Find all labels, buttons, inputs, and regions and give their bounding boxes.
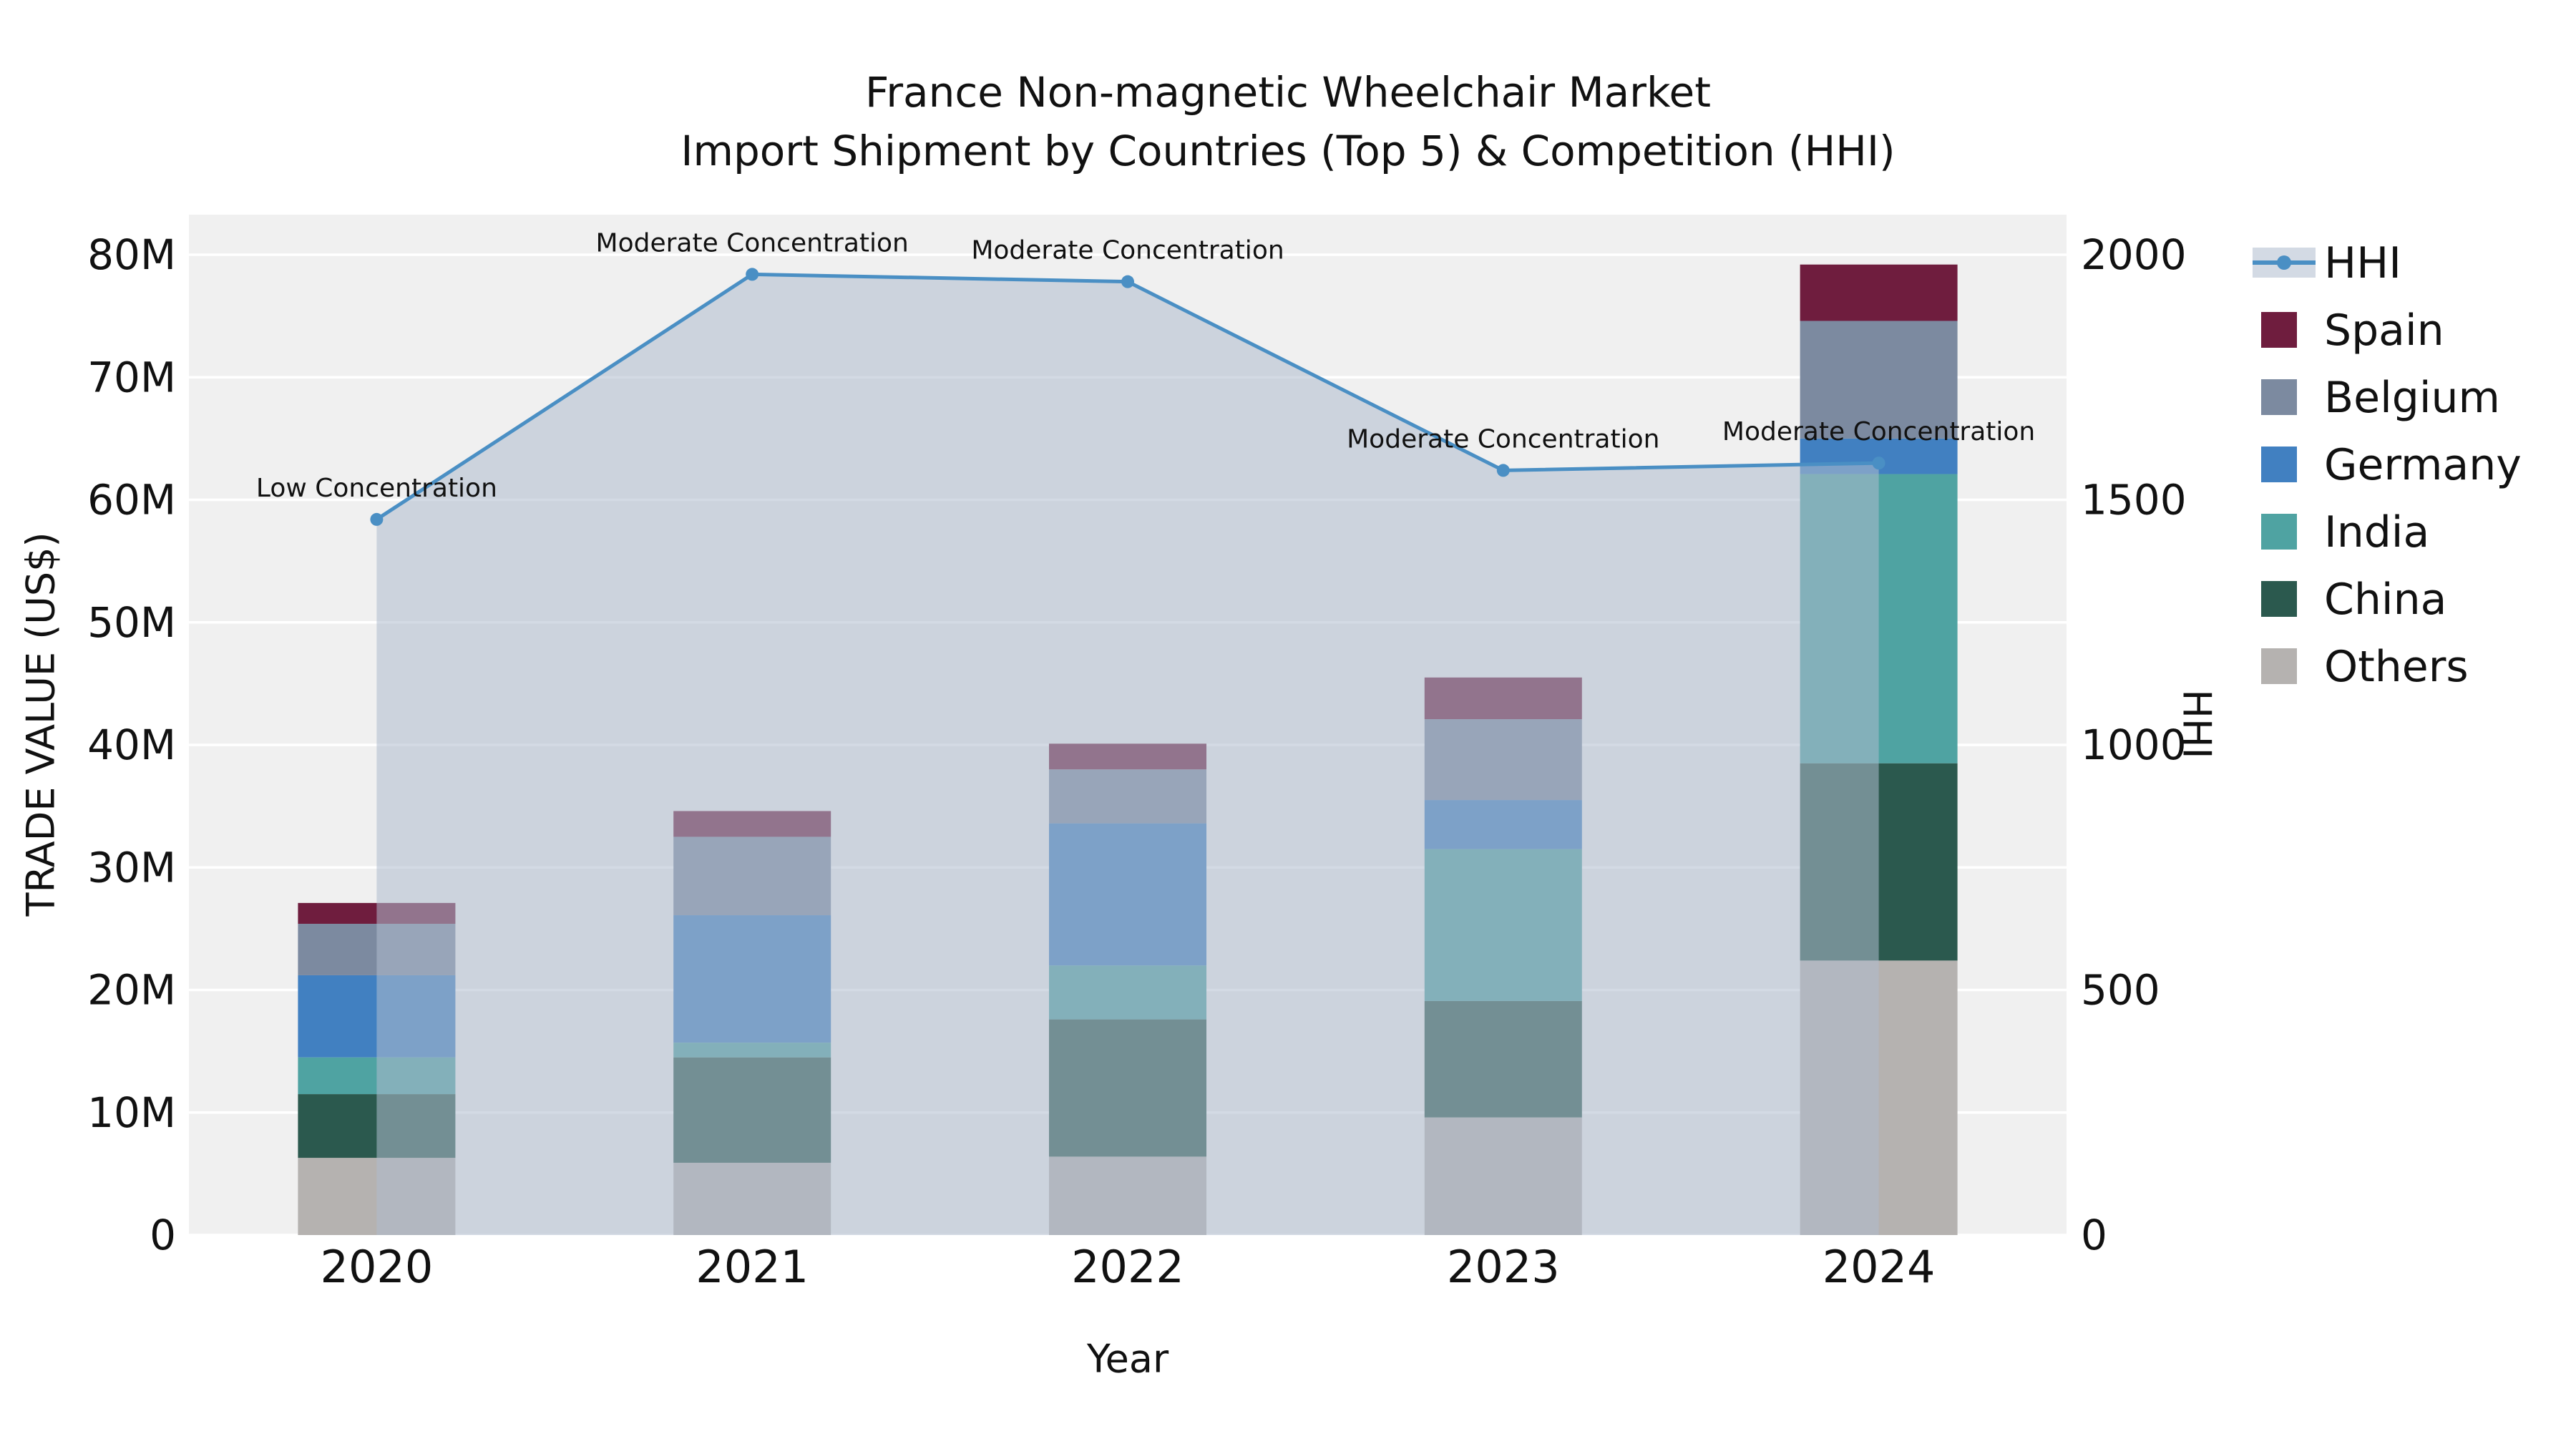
legend-item-germany[interactable]: Germany xyxy=(2261,440,2522,490)
y-left-tick-label: 60M xyxy=(87,476,176,525)
legend-swatch-icon xyxy=(2261,379,2297,415)
annotation-2022: Moderate Concentration xyxy=(971,236,1284,265)
legend-swatch-icon xyxy=(2261,312,2297,348)
legend-swatch-icon xyxy=(2261,581,2297,617)
legend-item-belgium[interactable]: Belgium xyxy=(2261,373,2500,423)
y-left-tick-label: 20M xyxy=(87,966,176,1015)
y-right-tick-label: 0 xyxy=(2081,1211,2107,1259)
y-left-tick-label: 0 xyxy=(150,1211,176,1259)
chart-title: France Non-magnetic Wheelchair Market Im… xyxy=(0,63,2576,181)
legend-label: Belgium xyxy=(2324,373,2500,423)
annotation-2020: Low Concentration xyxy=(256,474,497,503)
legend-marker-icon xyxy=(2277,255,2291,270)
legend-item-hhi[interactable]: HHI xyxy=(2253,238,2401,288)
legend-label: India xyxy=(2324,507,2429,557)
legend-swatch-icon xyxy=(2261,447,2297,482)
bar-belgium-2024 xyxy=(1800,321,1958,439)
y-right-tick-label: 2000 xyxy=(2081,230,2187,279)
x-tick-label-2024: 2024 xyxy=(1823,1241,1936,1293)
x-axis-title: Year xyxy=(1086,1336,1169,1382)
hhi-point-2022 xyxy=(1121,275,1134,288)
y-left-tick-label: 30M xyxy=(87,843,176,892)
legend-swatch-icon xyxy=(2261,648,2297,684)
legend-label: HHI xyxy=(2324,238,2401,288)
y-axis-title-left: TRADE VALUE (US$) xyxy=(18,532,64,917)
chart-title-line1: France Non-magnetic Wheelchair Market xyxy=(865,68,1711,117)
chart-title-line2: Import Shipment by Countries (Top 5) & C… xyxy=(680,127,1896,176)
x-tick-label-2020: 2020 xyxy=(321,1241,434,1293)
annotation-2021: Moderate Concentration xyxy=(596,228,909,258)
y-left-tick-label: 80M xyxy=(87,230,176,279)
y-right-tick-label: 500 xyxy=(2081,966,2160,1015)
y-left-tick-label: 10M xyxy=(87,1088,176,1137)
x-tick-label-2023: 2023 xyxy=(1447,1241,1560,1293)
hhi-point-2024 xyxy=(1872,457,1885,470)
legend-item-others[interactable]: Others xyxy=(2261,642,2469,692)
y-right-tick-label: 1500 xyxy=(2081,476,2187,525)
hhi-point-2020 xyxy=(370,512,384,526)
y-left-tick-label: 40M xyxy=(87,721,176,769)
legend-item-india[interactable]: India xyxy=(2261,507,2429,557)
legend-label: China xyxy=(2324,575,2446,625)
legend-label: Others xyxy=(2324,642,2469,692)
legend-item-china[interactable]: China xyxy=(2261,575,2446,625)
legend-label: Germany xyxy=(2324,440,2522,490)
annotation-2023: Moderate Concentration xyxy=(1347,424,1659,454)
hhi-area-fill xyxy=(376,274,1879,1235)
y-axis-title-right: HHI xyxy=(2174,689,2220,759)
x-tick-label-2021: 2021 xyxy=(696,1241,809,1293)
legend-item-spain[interactable]: Spain xyxy=(2261,306,2444,356)
bar-spain-2024 xyxy=(1800,264,1958,321)
y-left-tick-label: 70M xyxy=(87,353,176,401)
y-left-tick-label: 50M xyxy=(87,598,176,647)
legend-swatch-icon xyxy=(2261,514,2297,550)
y-right-tick-label: 1000 xyxy=(2081,721,2187,769)
hhi-point-2023 xyxy=(1496,464,1510,477)
annotation-2024: Moderate Concentration xyxy=(1722,417,2035,447)
legend-label: Spain xyxy=(2324,306,2444,356)
hhi-point-2021 xyxy=(746,268,759,281)
x-tick-label-2022: 2022 xyxy=(1071,1241,1184,1293)
